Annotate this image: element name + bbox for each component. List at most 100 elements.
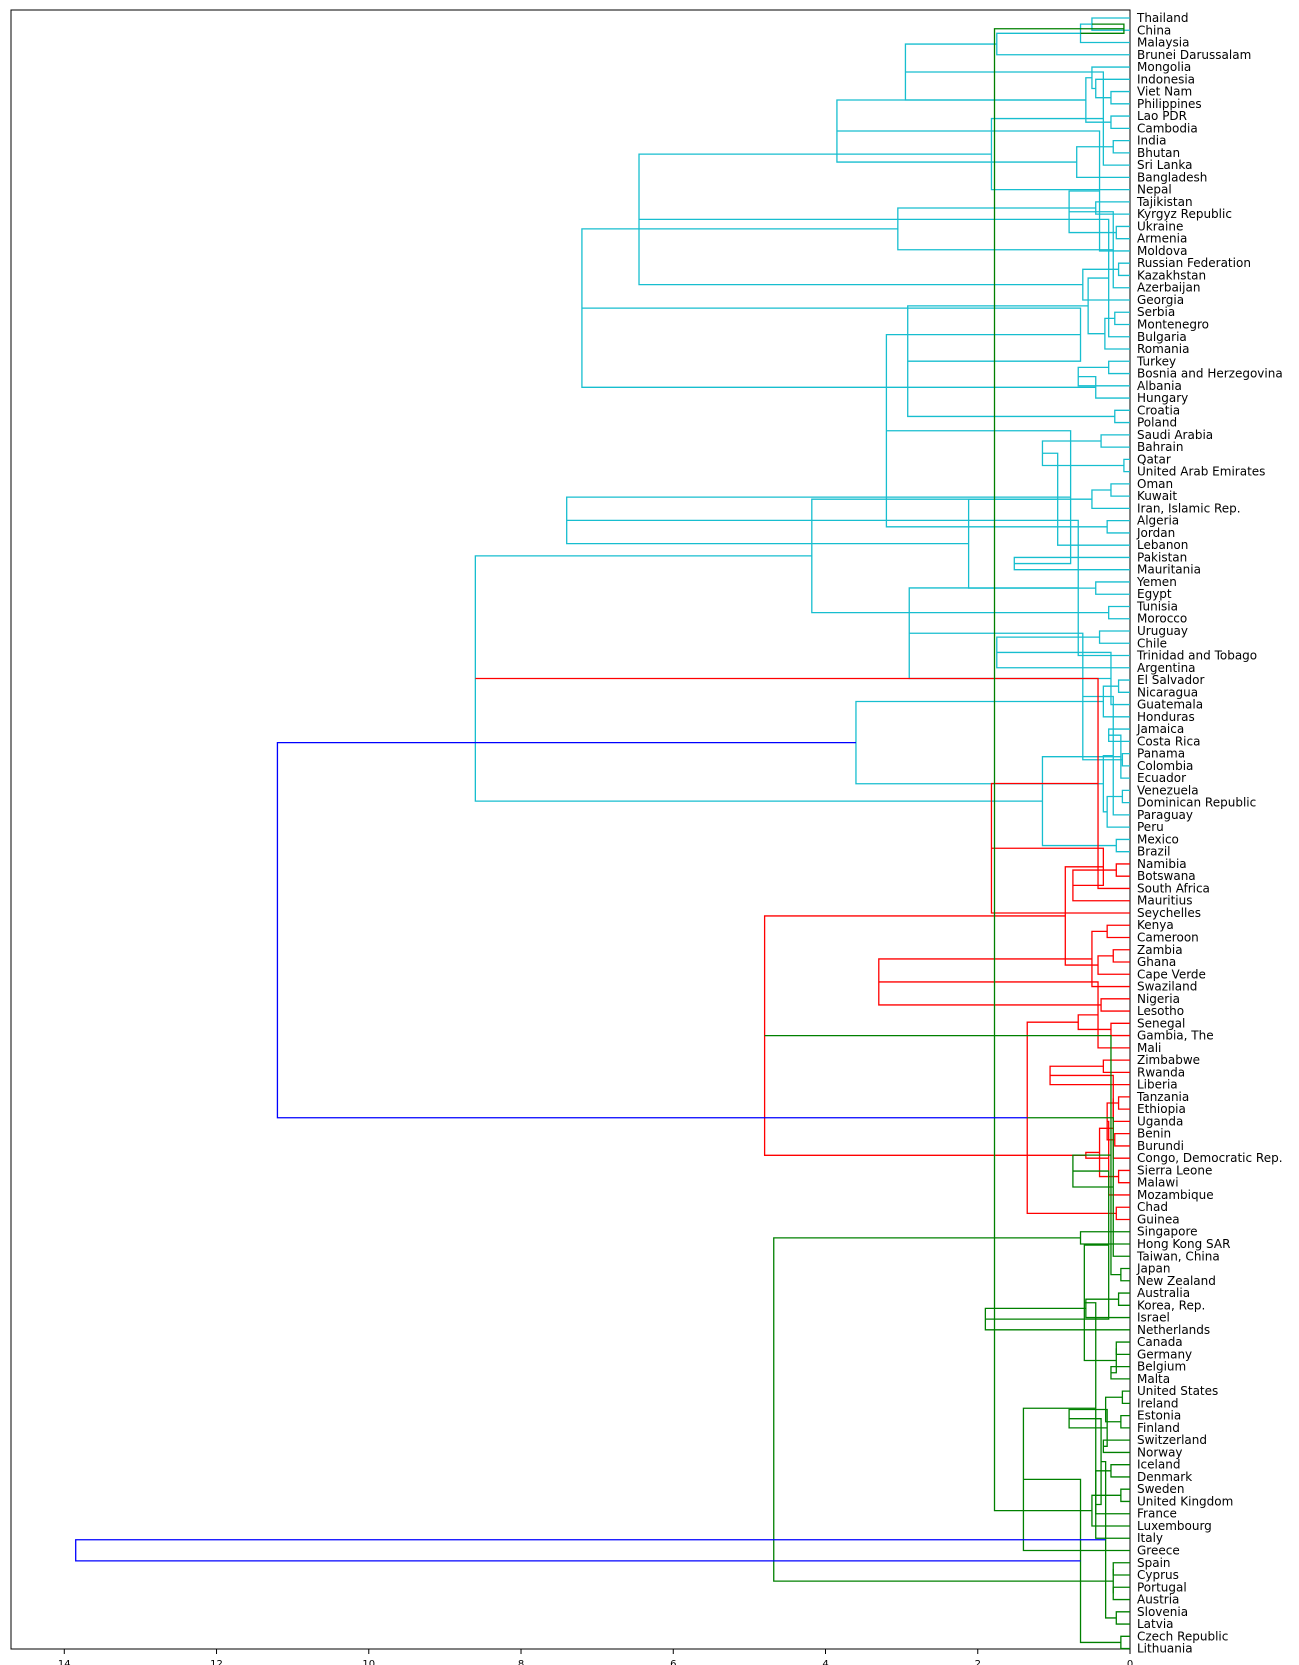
leaf-label: South Africa [1137,881,1210,895]
dendrogram-link-120 [1068,1408,1108,1429]
leaf-label: Malta [1137,1372,1170,1386]
leaf-label: Mongolia [1137,60,1191,74]
dendrogram-link-119 [1095,1470,1130,1539]
dendrogram-link-133 [276,741,1028,1119]
leaf-label: Seychelles [1137,906,1201,920]
leaf-label: Guatemala [1137,698,1203,712]
dendrogram-link-49 [1098,630,1130,644]
leaf-label: Tunisia [1136,599,1178,613]
leaf-label: Kenya [1137,918,1174,932]
dendrogram-link-46 [967,498,1096,589]
dendrogram-link-3 [1110,90,1130,105]
dendrogram-link-39 [1091,489,1130,510]
dendrogram-link-18 [1117,262,1130,277]
leaf-label: Estonia [1137,1409,1181,1423]
leaf-label: Algeria [1137,514,1179,528]
dendrogram-link-78 [1064,866,1104,966]
leaf-label: Hungary [1137,391,1188,405]
dendrogram-link-73 [1106,924,1130,939]
dendrogram-link-115 [1110,1464,1130,1478]
dendrogram-link-6 [1110,115,1130,129]
leaf-label: Tajikistan [1136,195,1193,209]
leaf-label: Australia [1137,1286,1190,1300]
dendrogram-link-109 [1110,1348,1117,1374]
dendrogram-link-34 [1100,434,1130,448]
dendrogram-link-25 [1104,317,1130,350]
leaf-label: Zambia [1137,943,1183,957]
leaf-label: Ukraine [1137,219,1183,233]
dendrogram-link-102 [1079,1231,1130,1245]
leaf-label: Georgia [1137,293,1184,307]
leaf-label: Kuwait [1137,489,1177,503]
leaf-label: Korea, Rep. [1137,1298,1205,1312]
dendrogram-link-132 [773,1237,1114,1582]
dendrogram-link-66 [855,700,1104,785]
dendrogram-link-75 [1097,955,1130,975]
leaf-label: Kyrgyz Republic [1137,207,1232,221]
leaf-label: Sweden [1137,1482,1184,1496]
leaf-label: Netherlands [1137,1323,1210,1337]
leaf-label: Switzerland [1137,1433,1207,1447]
dendrogram-link-43 [1095,581,1130,595]
leaf-label: Mauritania [1137,563,1201,577]
leaf-label: Finland [1137,1421,1180,1435]
dendrogram-link-105 [1115,1341,1130,1355]
dendrogram-link-81 [878,981,1130,1049]
dendrogram-link-111 [1104,1396,1123,1423]
x-tick-label: 8 [518,1659,524,1665]
leaf-label: Bahrain [1137,440,1183,454]
dendrogram-link-83 [1077,1014,1111,1031]
dendrogram-link-4 [1095,78,1130,99]
leaf-label: Lebanon [1137,538,1188,552]
leaf-label: Montenegro [1137,318,1209,332]
leaf-label: Portugal [1137,1580,1187,1594]
dendrogram-link-87 [1114,1133,1130,1147]
x-tick-label: 12 [210,1659,223,1665]
leaf-label: Czech Republic [1137,1629,1228,1643]
dendrogram-link-52 [1117,679,1130,693]
dendrogram-link-53 [996,651,1130,706]
leaf-label: New Zealand [1137,1274,1216,1288]
leaf-label: Mali [1137,1041,1161,1055]
dendrogram-link-60 [1121,789,1130,804]
leaf-label: Rwanda [1137,1065,1185,1079]
dendrogram-link-71 [990,782,1130,914]
dendrogram-link-44 [1108,605,1130,620]
dendrogram-link-107 [1121,1390,1130,1405]
dendrogram-link-90 [1117,1169,1130,1184]
dendrogram-link-69 [475,677,1130,890]
leaf-label: Cameroon [1137,931,1199,945]
leaf-label: Thailand [1136,11,1189,25]
dendrogram-link-29 [1114,409,1130,424]
leaf-label: Congo, Democratic Rep. [1137,1151,1283,1165]
leaf-label: Colombia [1137,759,1193,773]
dendrogram-link-108 [1120,1414,1130,1429]
leaf-label: Singapore [1137,1225,1198,1239]
dendrogram-link-9 [1112,139,1130,154]
leaf-label: Brunei Darussalam [1137,48,1251,62]
leaf-label: Uruguay [1137,624,1188,638]
dendrogram-link-20 [1082,268,1130,301]
leaf-label: Senegal [1137,1016,1185,1030]
leaf-label: Namibia [1137,857,1187,871]
dendrogram-link-7 [1085,77,1111,123]
leaf-label: Turkey [1136,354,1176,368]
dendrogram-link-33 [1123,458,1130,473]
leaf-label: Costa Rica [1137,734,1200,748]
dendrogram-link-58 [1108,734,1130,779]
leaf-label: Armenia [1137,232,1187,246]
dendrogram-link-63 [1115,838,1130,853]
dendrogram-link-85 [1117,1096,1130,1110]
leaf-label: Ethiopia [1137,1102,1186,1116]
leaf-label: Ecuador [1137,771,1186,785]
leaf-label: Bulgaria [1137,330,1187,344]
leaf-label: Jordan [1136,526,1175,540]
dendrogram-link-88 [1112,1098,1130,1159]
leaf-label: Ireland [1137,1396,1179,1410]
leaf-label: Benin [1137,1127,1171,1141]
leaf-label: Viet Nam [1137,85,1192,99]
dendrogram-link-26 [1108,360,1130,375]
leaf-label: Serbia [1137,305,1175,319]
